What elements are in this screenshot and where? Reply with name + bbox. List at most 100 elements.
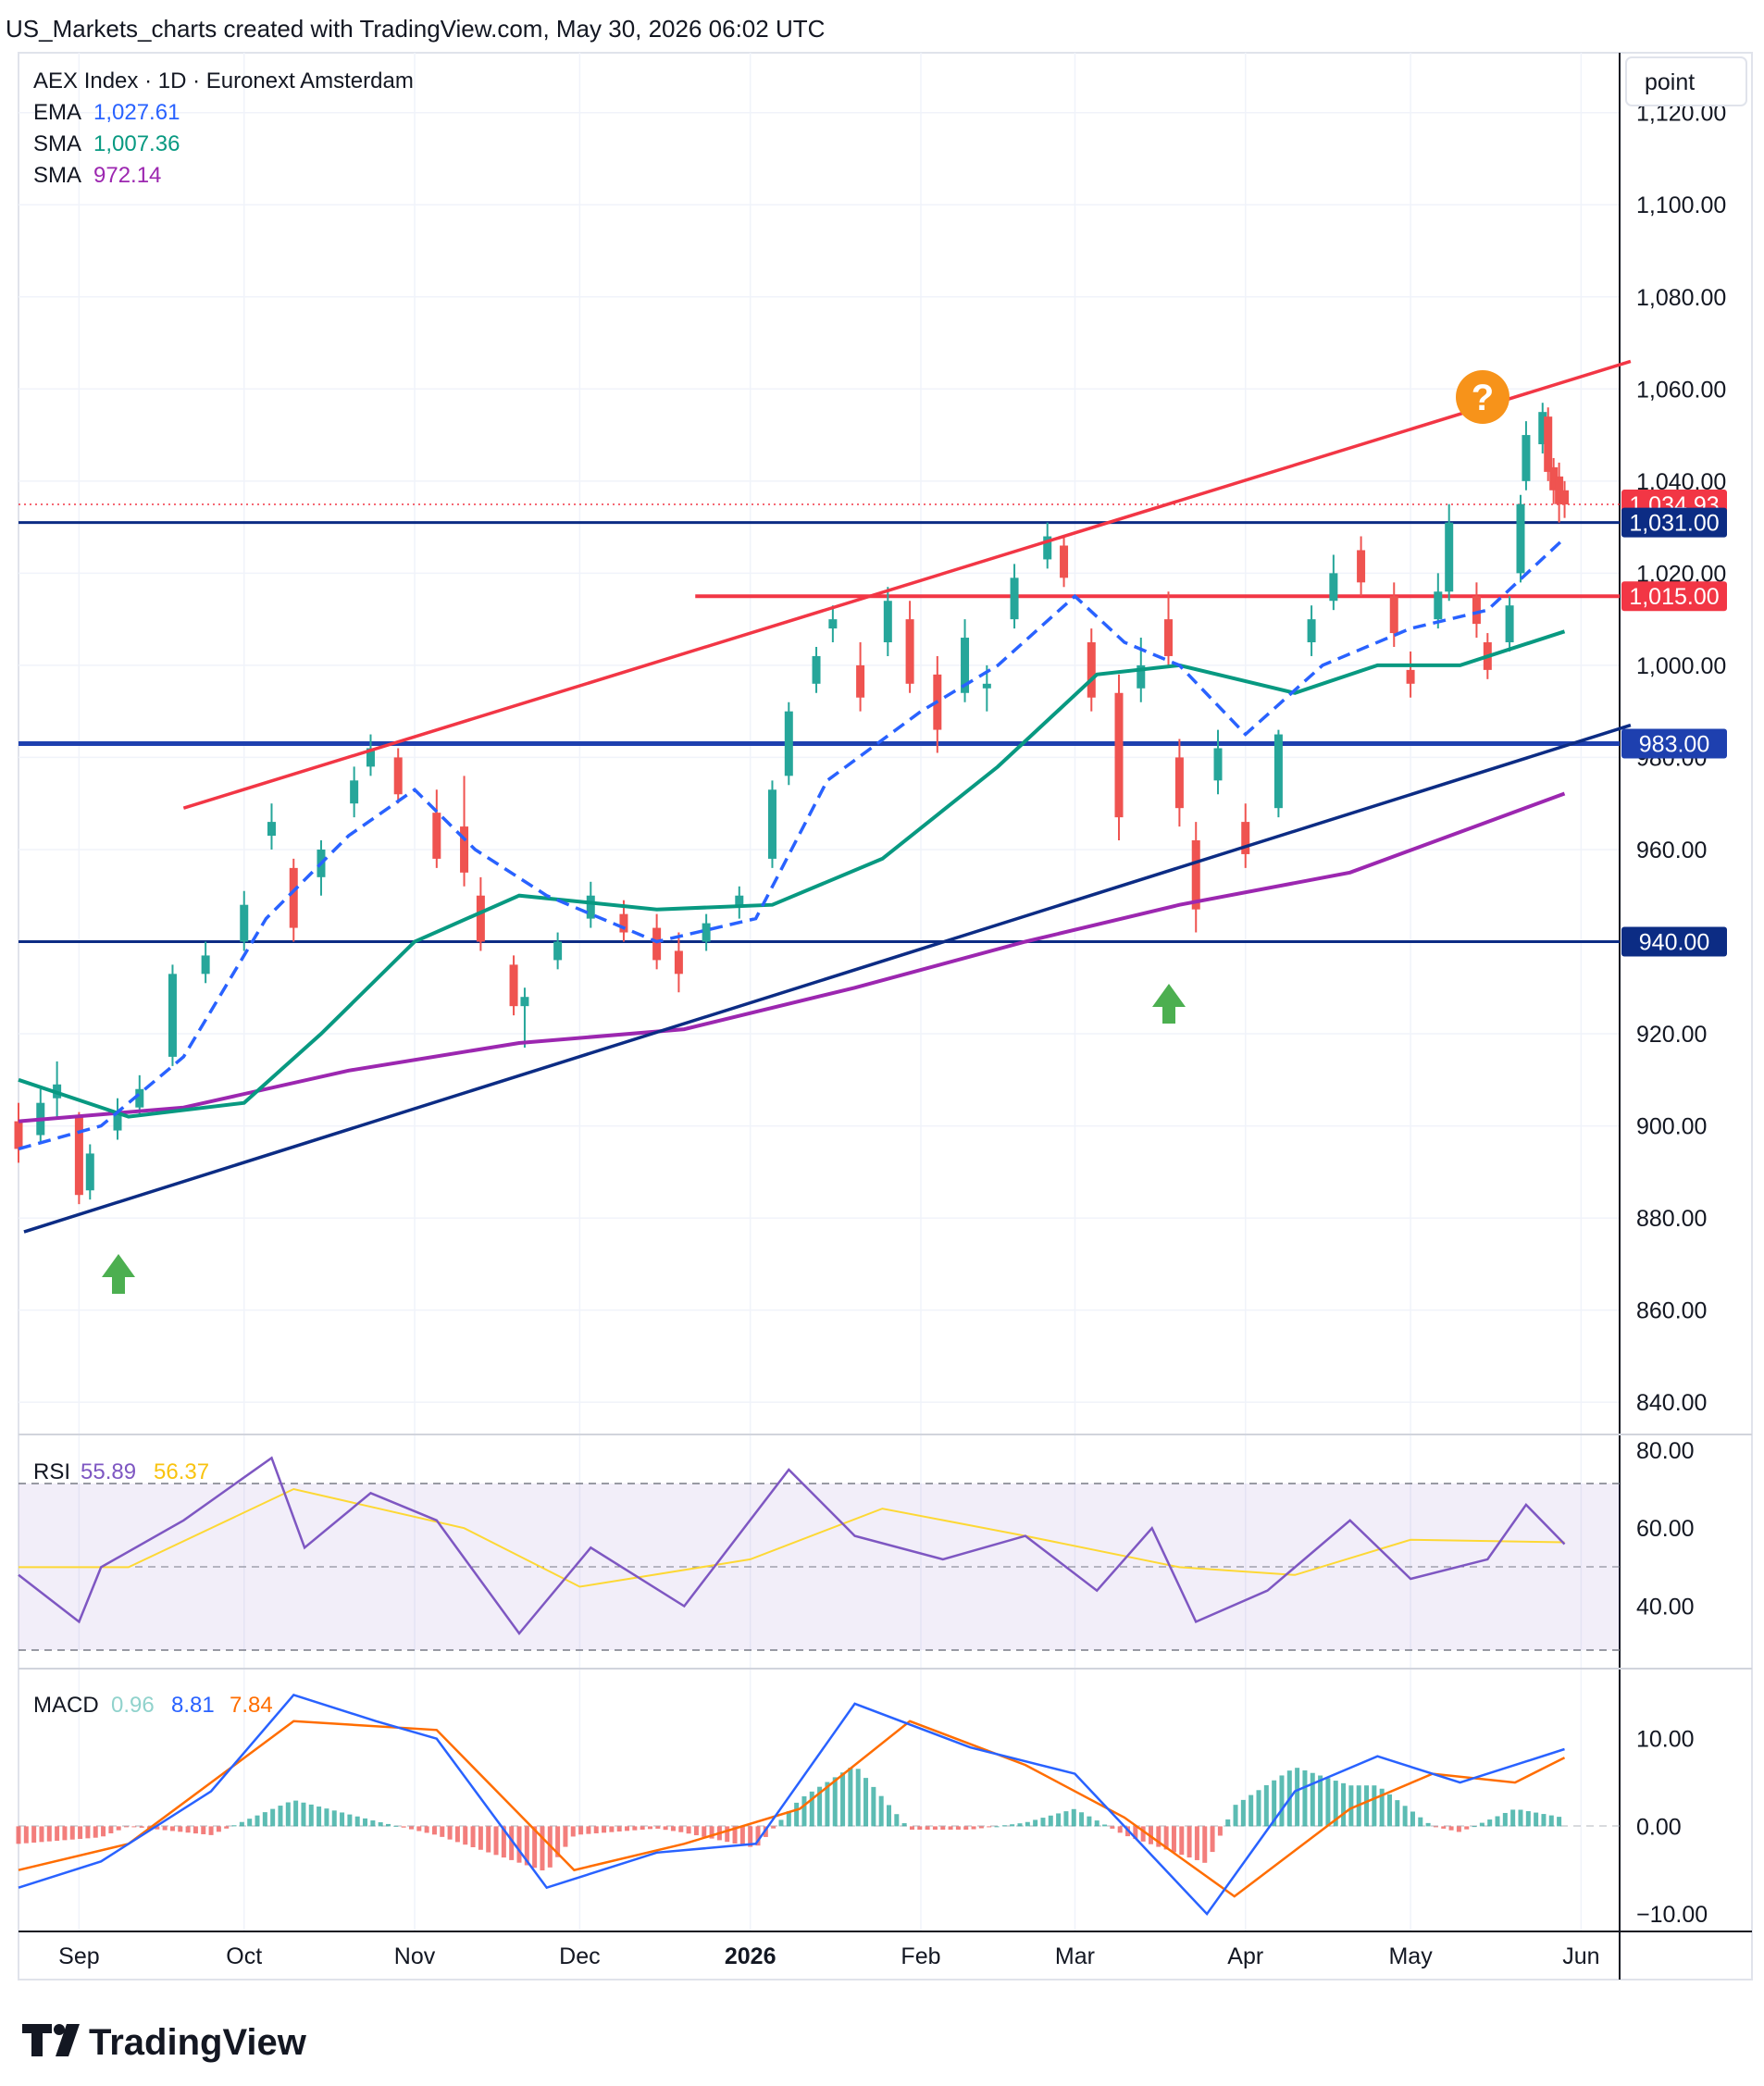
macd-histogram-bar <box>1040 1818 1046 1827</box>
macd-histogram-bar <box>732 1826 738 1844</box>
macd-histogram-bar <box>1025 1821 1030 1827</box>
price-badge-label: 1,031.00 <box>1629 511 1719 537</box>
macd-histogram-bar <box>702 1826 707 1837</box>
macd-histogram-bar <box>1472 1826 1477 1828</box>
macd-histogram-bar <box>871 1786 876 1827</box>
rsi-tick-label: 60.00 <box>1636 1516 1695 1542</box>
macd-histogram-bar <box>493 1826 499 1856</box>
macd-histogram-bar <box>1179 1826 1185 1856</box>
macd-histogram-bar <box>1518 1809 1523 1827</box>
candle-body <box>1060 545 1069 578</box>
time-axis-label: Apr <box>1227 1943 1263 1969</box>
candle-body <box>1307 619 1316 643</box>
candle-body <box>520 997 529 1007</box>
time-axis-labels: Sep Oct Nov Dec 2026 Feb Mar Apr May Jun <box>58 1943 1599 1969</box>
candle-body <box>1114 692 1124 818</box>
macd-histogram-bar <box>887 1805 892 1827</box>
macd-histogram-bar <box>509 1826 515 1860</box>
candle-body <box>14 1121 23 1149</box>
tv-logo-icon <box>22 2024 52 2056</box>
candle-body <box>702 923 711 942</box>
candle-body <box>1241 822 1250 854</box>
macd-histogram-bar <box>755 1826 761 1846</box>
grid <box>19 53 1620 1931</box>
macd-histogram-bar <box>285 1802 291 1827</box>
macd-histogram-bar <box>201 1826 206 1834</box>
price-tick-label: 1,000.00 <box>1636 653 1726 679</box>
price-badge <box>1621 728 1727 759</box>
macd-histogram-bar <box>1441 1826 1447 1829</box>
candle-body <box>1505 605 1514 643</box>
macd-histogram-bar <box>463 1826 468 1845</box>
candle-body <box>1213 748 1223 781</box>
macd-histogram-bar <box>640 1826 645 1830</box>
price-unit-button[interactable]: point <box>1625 56 1747 106</box>
legend-macd-signal: 7.84 <box>230 1693 273 1718</box>
candle-body <box>1538 412 1547 445</box>
candle-body <box>135 1088 144 1108</box>
macd-histogram-bar <box>454 1826 460 1843</box>
macd-histogram-bar <box>108 1826 114 1833</box>
macd-histogram-bar <box>570 1826 576 1837</box>
sma200-line <box>18 791 1566 1124</box>
candles <box>14 403 1570 1205</box>
trendlines <box>23 359 1632 1234</box>
candle-body <box>1357 550 1366 583</box>
macd-histogram-bar <box>1217 1826 1223 1836</box>
macd-histogram-bar <box>1279 1775 1285 1827</box>
macd-histogram-bar <box>1056 1813 1062 1827</box>
candle-body <box>1555 476 1564 504</box>
macd-histogram-bar <box>1163 1826 1169 1850</box>
candle-body <box>767 789 776 859</box>
price-unit-label: point <box>1645 69 1695 95</box>
macd-histogram-bar <box>1418 1817 1423 1827</box>
macd-histogram-bar <box>1448 1826 1454 1831</box>
candle-body <box>1164 619 1174 656</box>
macd-histogram-bar <box>23 1826 29 1844</box>
candle-body <box>652 927 662 961</box>
candle-body <box>267 822 276 837</box>
price-tick-label: 1,100.00 <box>1636 192 1726 218</box>
candle-body <box>1087 642 1096 698</box>
macd-histogram-bar <box>593 1826 599 1833</box>
candle-body <box>509 964 518 1007</box>
horizontal-levels <box>19 503 1620 943</box>
macd-histogram-bar <box>78 1826 83 1840</box>
legend-symbol[interactable]: AEX Index · 1D · Euronext Amsterdam <box>33 68 414 93</box>
macd-histogram-bar <box>1087 1816 1092 1827</box>
macd-histogram-bar <box>1210 1826 1215 1853</box>
rsi-line <box>18 1456 1566 1636</box>
candle-body <box>74 1116 83 1196</box>
price-badge <box>1621 926 1727 957</box>
legend-macd-hist: 0.96 <box>111 1693 155 1718</box>
candle-body <box>784 711 793 776</box>
macd-histogram-bar <box>178 1826 183 1832</box>
macd-histogram-bar <box>817 1786 823 1827</box>
macd-histogram-bar <box>69 1826 75 1840</box>
macd-histogram-bar <box>501 1826 506 1858</box>
macd-histogram-bar <box>670 1826 676 1831</box>
macd-histogram-bar <box>247 1819 253 1827</box>
macd-histogram-bar <box>185 1826 191 1833</box>
legend: AEX Index · 1D · Euronext Amsterdam EMA … <box>33 68 414 1718</box>
macd-histogram-bar <box>1333 1781 1338 1827</box>
candle-body <box>1516 503 1525 574</box>
macd-histogram-bar <box>262 1812 267 1827</box>
candle-body <box>393 757 403 795</box>
legend-sma200-label: SMA <box>33 163 81 188</box>
macd-histogram-bar <box>1348 1785 1354 1827</box>
macd-histogram-bar <box>1240 1799 1246 1827</box>
time-axis-label: Mar <box>1055 1943 1095 1969</box>
macd-histogram-bar <box>1295 1768 1300 1827</box>
macd-histogram-bar <box>101 1826 106 1837</box>
macd-histogram-bar <box>1117 1826 1123 1833</box>
macd-histogram-bar <box>424 1826 429 1833</box>
macd-histogram-bar <box>1379 1788 1385 1827</box>
resistance-trendline <box>182 359 1632 810</box>
macd-histogram-bar <box>124 1826 130 1828</box>
candle-body <box>1522 435 1531 481</box>
macd-histogram-bar <box>1534 1812 1539 1827</box>
candle-body <box>674 950 683 975</box>
tv-logo-text: TradingView <box>89 2022 307 2063</box>
